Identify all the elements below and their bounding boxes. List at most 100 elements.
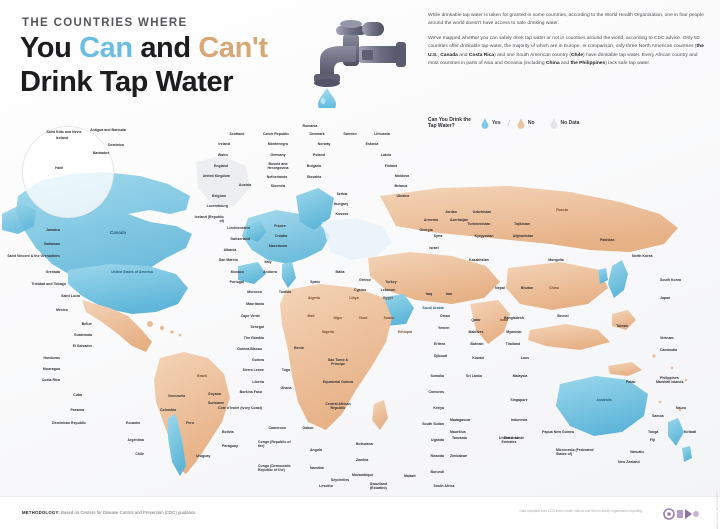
map-label-turkmenistan: Turkmenistan [467, 222, 491, 226]
map-label-france: France [274, 224, 286, 228]
map-label-brazil: Brazil [197, 374, 207, 378]
map-label-lebanon: Lebanon [380, 288, 396, 292]
intro-paragraph-2: We've mapped whether you can safely drin… [428, 35, 708, 69]
map-label-poland: Poland [313, 153, 325, 157]
side-source-note: Source: Centers for Disease Control and … [715, 491, 719, 529]
map-label-oman: Oman [440, 314, 450, 318]
map-label-sierra-leone: Sierra Leone [242, 368, 264, 372]
map-label-saint-kitts-and-nevis: Saint Kitts and Nevis [46, 130, 82, 134]
legend-item-yes[interactable]: Yes [481, 117, 501, 129]
map-label-gabon: Gabon [302, 426, 314, 430]
map-label-philippines: Philippines [660, 376, 679, 380]
map-label-barbados: Barbados [93, 151, 110, 155]
map-label-saint-vincent-grenadines: Saint Vincent & the Grenadines [7, 254, 60, 258]
map-label-scotland: Scotland [229, 132, 245, 136]
map-label-china: China [549, 286, 559, 290]
map-label-azerbaijan: Azerbaijan [450, 218, 468, 222]
map-label-honduras: Honduras [43, 356, 60, 360]
map-label-north-korea: North Korea [632, 254, 653, 258]
map-label-singapore: Singapore [510, 398, 528, 402]
map-label-yemen: Yemen [438, 326, 450, 330]
map-label-ethiopia: Ethiopia [398, 330, 412, 334]
map-label-colombia: Colombia [160, 408, 177, 412]
map-label-guinea-bissau: Guinea-Bissau [237, 347, 262, 351]
map-label-ireland: Ireland [218, 142, 230, 146]
map-label-uae: United Arab Emirates [499, 436, 519, 445]
legend-label-yes: Yes [492, 120, 501, 126]
map-label-new-zealand: New Zealand [618, 460, 640, 464]
footer-credit: Data compiled from CDC travel health not… [519, 509, 642, 513]
map-label-malta: Malta [335, 270, 345, 274]
legend-separator: / [507, 118, 510, 128]
map-label-angola: Angola [310, 448, 322, 452]
methodology-text: Based on Centers for Disease Control and… [59, 510, 197, 515]
map-label-montenegro: Montenegro [267, 142, 289, 146]
map-label-rwanda: Rwanda [430, 454, 444, 458]
map-label-benin: Benin [294, 346, 304, 350]
map-label-moldova: Moldova [394, 174, 410, 178]
map-label-guatemala: Guatemala [73, 333, 92, 337]
map-label-bhutan: Bhutan [520, 286, 534, 290]
intro-p2-and: and [457, 52, 469, 58]
map-label-myanmar: Myanmar [506, 330, 522, 334]
map-label-norway: Norway [317, 142, 331, 146]
legend-label-no: No [527, 120, 535, 126]
map-label-brunei: Brunei [557, 314, 569, 318]
map-label-lithuania: Lithuania [374, 132, 390, 136]
world-map-svg [2, 156, 692, 476]
map-label-san-marino: San Marino [218, 258, 238, 262]
map-label-malaysia: Malaysia [512, 374, 528, 378]
map-label-italy: Italy [264, 260, 272, 264]
map-label-burundi: Burundi [430, 470, 444, 474]
map-label-serbia: Serbia [336, 192, 348, 196]
map-label-wales: Wales [217, 153, 228, 157]
map-label-togo: Togo [281, 368, 291, 372]
map-label-kosovo: Kosovo [335, 212, 349, 216]
intro-p2-comma: , [437, 52, 441, 58]
legend-item-no[interactable]: No [517, 117, 535, 129]
map-label-zambia: Botswana [356, 442, 373, 446]
map-label-palau: Palau [626, 380, 636, 384]
map-label-comoros: Mauritius [450, 430, 466, 434]
legend-item-no-data[interactable]: No Data [550, 117, 580, 129]
map-label-australia: Australia [596, 398, 612, 402]
map-label-chad: Chad [358, 316, 368, 320]
headline-you: You [20, 32, 80, 64]
map-label-swaziland: Mozambique [352, 473, 374, 477]
world-map[interactable]: Saint Kitts and Nevis Antigua and Barbud… [0, 118, 720, 496]
map-label-chile: Chile [135, 452, 144, 456]
map-label-maldives: Maldives [468, 330, 484, 334]
map-label-sri-lanka: Sri Lanka [466, 374, 482, 378]
map-label-kenya: Kenya [433, 406, 444, 410]
map-label-bahrain: Bahrain [470, 342, 484, 346]
headline-and: and [132, 32, 199, 64]
map-label-spain: Spain [310, 280, 320, 284]
map-label-vanuatu: Vanuatu [630, 450, 644, 454]
intro-p2-part-h: ) lack safe tap water. [605, 61, 651, 67]
map-label-nepal: Nepal [495, 286, 505, 290]
map-label-indonesia: Indonesia [510, 418, 528, 422]
map-label-dominica: Dominica [108, 143, 124, 147]
map-label-japan: Japan [660, 296, 671, 300]
map-label-suriname: Suriname [208, 401, 225, 405]
map-label-england: England [214, 164, 228, 168]
methodology-label: METHODOLOGY: [22, 510, 60, 515]
brand-logo[interactable] [660, 507, 700, 521]
map-label-costa-rica: Costa Rica [41, 378, 60, 382]
map-label-finland: Finland [384, 164, 398, 168]
map-label-lesotho: Swaziland (Eswatini) [370, 482, 388, 491]
map-label-uganda: Uganda [431, 438, 444, 442]
water-drop-icon [517, 117, 525, 129]
map-label-syria: Syria [433, 234, 443, 238]
map-label-denmark: Denmark [309, 132, 325, 136]
map-label-papua-new-guinea: Papua New Guinea [542, 430, 574, 434]
map-label-panama: Panama [70, 408, 84, 412]
map-label-estonia: Estonia [365, 142, 379, 146]
legend-label-no-data: No Data [560, 120, 580, 126]
map-label-bahamas: Bahamas [44, 242, 60, 246]
map-label-belgium: Belgium [212, 194, 226, 198]
map-label-netherlands: Netherlands [266, 175, 288, 179]
headline-cant: Can't [198, 32, 268, 64]
map-label-cambodia: Cambodia [660, 348, 678, 352]
